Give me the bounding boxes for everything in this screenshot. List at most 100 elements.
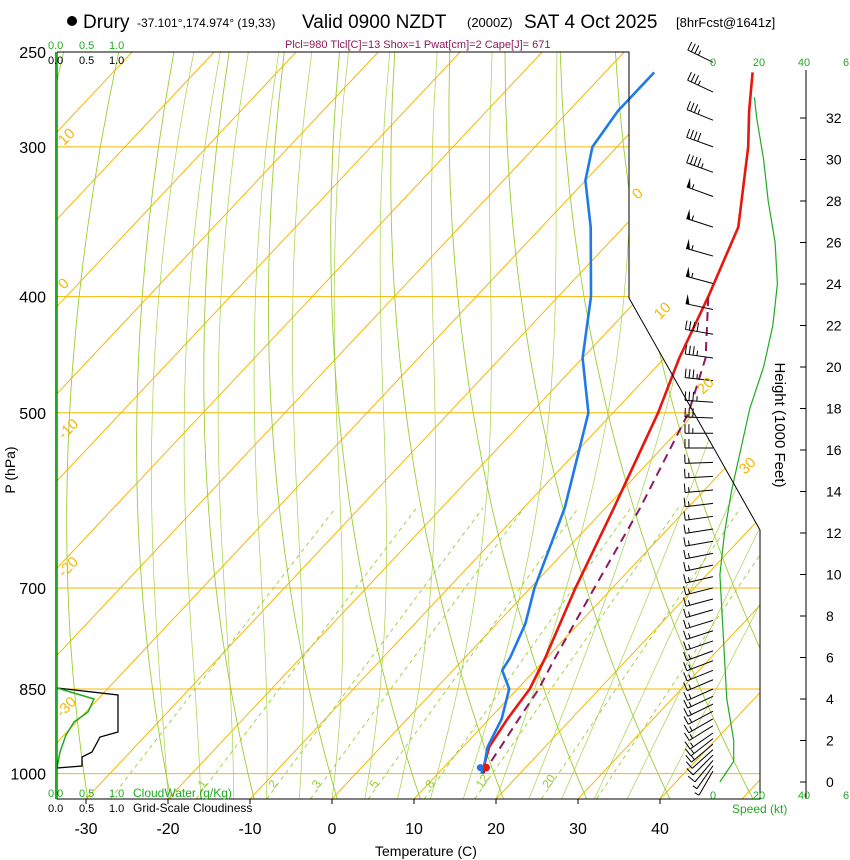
wind-barb-staff <box>685 598 714 607</box>
cloud-top-black-0: 0.0 <box>48 55 63 67</box>
wind-barb-feather <box>683 524 686 534</box>
height-tick-label: 32 <box>826 110 842 126</box>
wind-barb <box>686 208 714 228</box>
wind-barbs <box>683 41 714 796</box>
moist-adiabat <box>253 52 280 799</box>
x-axis-title: Temperature (C) <box>375 843 477 859</box>
wind-barb-staff <box>686 136 714 148</box>
height-axis-title: Height (1000 Feet) <box>771 362 788 487</box>
wind-barb-feather <box>692 391 695 401</box>
wind-barb-half-feather <box>697 50 702 56</box>
wind-barb-feather <box>694 45 700 54</box>
wind-barb-staff <box>687 679 714 692</box>
wind-barb <box>685 738 714 757</box>
temperature-tick-label: 0 <box>328 821 337 838</box>
wind-barb-half-feather <box>696 373 698 379</box>
wind-barb-feather <box>686 128 691 138</box>
wind-barb-staff <box>685 399 714 403</box>
isotherm-line <box>57 52 379 799</box>
temperature-tick-label: 10 <box>405 821 423 838</box>
wind-barb <box>686 154 714 173</box>
wind-barb <box>684 732 714 750</box>
wind-barb <box>686 101 714 121</box>
wind-barb-feather <box>697 158 702 167</box>
wind-barb-feather <box>684 345 688 355</box>
isotherm-label: 10 <box>651 299 675 323</box>
isobars <box>57 52 760 775</box>
wind-barb-half-feather <box>688 643 691 649</box>
cloud-bot-black-2: 1.0 <box>109 803 124 815</box>
isotherm-line <box>57 52 461 799</box>
temperature-tick-label: 20 <box>487 821 505 838</box>
wind-barb-feather <box>688 391 691 401</box>
wind-barb-staff <box>685 528 714 534</box>
wind-barb-half-feather <box>691 184 695 190</box>
wind-barb <box>684 424 713 434</box>
wind-barb-feather <box>683 699 689 709</box>
height-tick-label: 28 <box>826 193 842 209</box>
isotherm-label: 0 <box>629 185 647 203</box>
dry-adiabat <box>330 52 421 799</box>
wind-barb <box>683 537 714 547</box>
wind-barb <box>692 765 714 790</box>
wind-barb-feather <box>683 619 687 629</box>
pressure-tick-label: 1000 <box>10 767 46 784</box>
wind-barb <box>684 725 714 741</box>
wind-barb-staff <box>685 576 714 584</box>
isotherm-line <box>57 52 543 799</box>
moist-adiabat <box>430 52 493 799</box>
isotherms <box>57 52 760 799</box>
y-axis-title: P (hPa) <box>2 446 18 493</box>
mixing-ratio-line <box>596 507 760 799</box>
height-tick-label: 4 <box>826 691 834 707</box>
moist-adiabat <box>292 52 313 799</box>
wind-barb-feather <box>686 768 694 776</box>
wind-barb <box>683 669 714 682</box>
wind-barb-staff <box>685 328 714 335</box>
wind-barb <box>683 574 714 584</box>
mixing-ratio-label: 5 <box>366 777 381 791</box>
cloud-top-green-0: 0.0 <box>48 40 63 52</box>
wind-barb <box>683 511 714 521</box>
height-tick-label: 0 <box>826 774 834 790</box>
wind-barb-half-feather <box>696 350 699 356</box>
wind-barb-half-feather <box>687 600 691 606</box>
height-tick-label: 6 <box>826 650 834 666</box>
utc-time: (2000Z) <box>467 15 513 30</box>
wind-barb-feather <box>683 511 686 521</box>
dry-adiabat <box>504 52 671 799</box>
pressure-tick-label: 250 <box>19 45 46 62</box>
moist-adiabat <box>331 52 349 799</box>
parcel-line <box>482 296 710 775</box>
mixing-ratio-label: 2 <box>265 777 280 791</box>
wind-barb-feather <box>683 597 687 607</box>
wind-barb-feather <box>683 672 688 681</box>
wind-barb-half-feather <box>694 792 700 796</box>
pressure-tick-label: 700 <box>19 581 46 598</box>
wind-barb-pennant <box>686 208 691 220</box>
wind-barb-pennant <box>685 266 690 278</box>
wind-barb <box>683 562 714 572</box>
wind-barb <box>683 703 714 717</box>
cloud-top-black-2: 1.0 <box>109 55 124 67</box>
wind-barb-pennant <box>685 293 690 305</box>
wind-barb-staff <box>686 660 714 672</box>
wind-barb-feather <box>683 574 687 584</box>
wind-barb-feather <box>683 682 688 691</box>
speed-profile <box>719 70 807 785</box>
dry-adiabat <box>390 52 504 799</box>
wind-barb-staff <box>685 502 714 508</box>
wind-barb-feather <box>686 154 691 163</box>
wind-barb-half-feather <box>688 664 691 670</box>
cloud-panel <box>56 687 119 769</box>
mixing-ratio-line <box>195 507 418 799</box>
wind-barb-feather <box>690 102 695 112</box>
wind-barb-staff <box>685 353 714 359</box>
wind-barb-staff <box>685 489 714 493</box>
wind-barb-feather <box>684 368 687 378</box>
speed-bot-0: 0 <box>710 790 716 802</box>
wind-barb-feather <box>686 101 691 110</box>
wind-barb-feather <box>683 641 687 651</box>
mixing-ratio-label: 20 <box>539 771 558 790</box>
